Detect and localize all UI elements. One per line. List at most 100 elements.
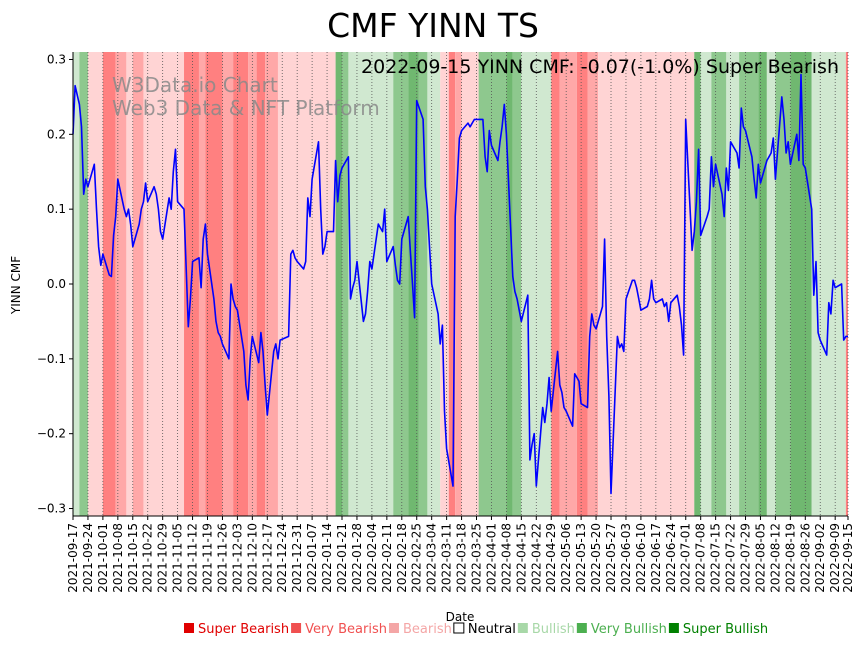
x-tick-label: 2021-11-05 xyxy=(171,523,185,593)
x-tick-label: 2021-12-03 xyxy=(230,523,244,593)
x-tick-label: 2022-05-20 xyxy=(589,523,603,593)
band-bullish xyxy=(73,52,80,516)
band-bearish xyxy=(126,52,133,516)
x-tick-label: 2022-08-19 xyxy=(783,523,797,593)
x-tick-label: 2022-09-02 xyxy=(813,523,827,593)
band-very-bullish xyxy=(79,52,88,516)
legend-label: Neutral xyxy=(468,622,516,637)
x-tick-label: 2021-09-24 xyxy=(81,523,95,593)
band-bearish xyxy=(277,52,336,516)
x-tick-label: 2022-02-11 xyxy=(380,523,394,593)
x-tick-label: 2022-08-05 xyxy=(753,523,767,593)
band-very-bearish xyxy=(115,52,127,516)
band-super-bearish xyxy=(845,52,848,516)
x-tick-label: 2022-06-17 xyxy=(649,523,663,593)
x-tick-label: 2021-10-15 xyxy=(126,523,140,593)
band-very-bullish xyxy=(711,52,727,516)
x-tick-label: 2022-04-08 xyxy=(499,523,513,593)
band-super-bearish xyxy=(256,52,266,516)
legend-label: Very Bearish xyxy=(305,622,387,637)
x-tick-label: 2022-07-29 xyxy=(739,523,753,593)
x-tick-label: 2021-10-01 xyxy=(96,523,110,593)
band-bullish xyxy=(700,52,712,516)
legend-label: Bullish xyxy=(532,622,575,637)
x-tick-label: 2021-10-22 xyxy=(141,523,155,593)
band-super-bullish xyxy=(790,52,812,516)
band-bullish xyxy=(348,52,394,516)
legend-swatch xyxy=(517,623,528,633)
band-bearish xyxy=(160,52,178,516)
band-super-bearish xyxy=(551,52,560,516)
status-annotation: 2022-09-15 YINN CMF: -0.07(-1.0%) Super … xyxy=(361,56,839,78)
band-super-bearish xyxy=(448,52,456,516)
x-tick-label: 2021-09-17 xyxy=(66,523,80,593)
x-tick-label: 2021-12-24 xyxy=(275,523,289,593)
band-very-bullish xyxy=(775,52,791,516)
x-tick-label: 2021-12-10 xyxy=(245,523,259,593)
band-bearish xyxy=(598,52,695,516)
x-tick-label: 2021-12-31 xyxy=(290,523,304,593)
x-tick-label: 2022-02-25 xyxy=(410,523,424,593)
band-bullish xyxy=(427,52,441,516)
x-tick-label: 2022-01-14 xyxy=(320,523,334,593)
band-super-bullish xyxy=(408,52,419,516)
legend: Super Bearish Very Bearish Bearish Neutral B… xyxy=(184,622,768,637)
x-tick-label: 2022-05-06 xyxy=(559,523,573,593)
band-bearish xyxy=(440,52,449,516)
x-tick-label: 2022-05-27 xyxy=(604,523,618,593)
legend-swatch xyxy=(576,623,587,633)
x-tick-label: 2022-06-03 xyxy=(619,523,633,593)
band-super-bearish xyxy=(205,52,223,516)
legend-label: Super Bullish xyxy=(683,622,768,637)
y-tick-label: 0.3 xyxy=(47,52,66,66)
x-axis-label: Date xyxy=(446,610,475,624)
band-very-bearish xyxy=(455,52,462,516)
x-tick-label: 2022-01-07 xyxy=(305,523,319,593)
x-tick-label: 2022-04-29 xyxy=(544,523,558,593)
x-tick-label: 2021-10-29 xyxy=(156,523,170,593)
band-super-bullish xyxy=(506,52,513,516)
band-bullish xyxy=(521,52,537,516)
x-tick-label: 2022-07-22 xyxy=(724,523,738,593)
x-tick-label: 2022-04-01 xyxy=(484,523,498,593)
axes: −0.3 −0.2 −0.1 0.0 0.1 0.2 0.3 2021-09-17 2021-0… xyxy=(37,52,855,593)
x-tick-label: 2021-11-12 xyxy=(186,523,200,593)
x-tick-label: 2022-05-13 xyxy=(574,523,588,593)
legend-label: Super Bearish xyxy=(198,622,289,637)
band-very-bearish xyxy=(559,52,577,516)
band-super-bullish xyxy=(758,52,767,516)
band-bullish xyxy=(536,52,552,516)
band-very-bullish xyxy=(739,52,759,516)
band-very-bullish xyxy=(342,52,349,516)
y-axis-label: YINN CMF xyxy=(9,256,23,315)
x-tick-label: 2022-04-22 xyxy=(529,523,543,593)
x-tick-label: 2022-09-15 xyxy=(841,523,855,593)
legend-swatch xyxy=(388,623,399,633)
x-tick-label: 2022-03-11 xyxy=(440,523,454,593)
x-tick-label: 2022-08-12 xyxy=(768,523,782,593)
x-tick-label: 2022-02-04 xyxy=(365,523,379,593)
x-tick-label: 2022-04-15 xyxy=(514,523,528,593)
legend-swatch xyxy=(291,623,302,633)
x-tick-label: 2022-07-01 xyxy=(679,523,693,593)
x-tick-label: 2022-01-21 xyxy=(335,523,349,593)
x-tick-label: 2021-10-08 xyxy=(111,523,125,593)
x-tick-label: 2022-06-10 xyxy=(634,523,648,593)
y-tick-label: 0.1 xyxy=(47,202,66,216)
x-tick-label: 2022-03-04 xyxy=(425,523,439,593)
legend-swatch xyxy=(668,623,679,633)
x-tick-label: 2022-08-26 xyxy=(798,523,812,593)
band-bullish xyxy=(726,52,740,516)
band-bearish xyxy=(143,52,161,516)
x-tick-label: 2021-11-19 xyxy=(201,523,215,593)
watermark-line-2: Web3 Data & NFT Platform xyxy=(112,96,380,120)
band-bullish xyxy=(766,52,776,516)
legend-label: Very Bullish xyxy=(591,622,667,637)
band-very-bearish xyxy=(198,52,206,516)
x-tick-label: 2022-02-18 xyxy=(395,523,409,593)
x-tick-label: 2022-09-09 xyxy=(828,523,842,593)
legend-swatch xyxy=(453,622,465,634)
band-very-bullish xyxy=(512,52,522,516)
x-tick-label: 2022-07-08 xyxy=(694,523,708,593)
